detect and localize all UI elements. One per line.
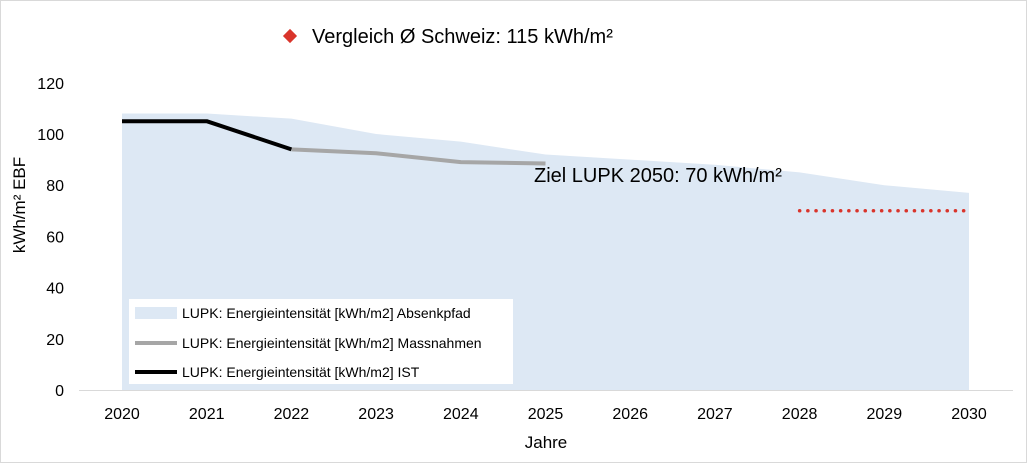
y-tick-label: 60 [46, 229, 64, 246]
line-ist [122, 119, 293, 152]
legend-label-absenkpfad: LUPK: Energieintensität [kWh/m2] Absenkp… [182, 305, 471, 321]
y-axis-title: kWh/m² EBF [10, 157, 29, 253]
x-tick-label: 2024 [443, 406, 479, 423]
y-tick-label: 20 [46, 332, 64, 349]
x-tick-label: 2028 [782, 406, 818, 423]
legend-box [129, 299, 513, 384]
ziel-annotation: Ziel LUPK 2050: 70 kWh/m² [534, 165, 782, 187]
legend-swatch-absenkpfad [135, 307, 177, 319]
x-tick-label: 2023 [358, 406, 394, 423]
legend-label-massnahmen: LUPK: Energieintensität [kWh/m2] Massnah… [182, 335, 482, 351]
legend-label-ist: LUPK: Energieintensität [kWh/m2] IST [182, 364, 420, 380]
y-tick-label: 120 [37, 76, 64, 93]
vergleich-diamond-marker [282, 28, 298, 44]
y-tick-label: 100 [37, 127, 64, 144]
x-tick-label: 2026 [612, 406, 648, 423]
x-tick-label: 2027 [697, 406, 733, 423]
x-axis-title: Jahre [525, 433, 568, 452]
x-tick-label: 2021 [189, 406, 225, 423]
y-tick-label: 80 [46, 178, 64, 195]
vergleich-annotation: Vergleich Ø Schweiz: 115 kWh/m² [312, 26, 613, 48]
line-massnahmen [291, 147, 546, 166]
x-tick-label: 2030 [951, 406, 987, 423]
x-tick-label: 2022 [274, 406, 310, 423]
y-tick-label: 40 [46, 281, 64, 298]
y-tick-label: 0 [55, 383, 64, 400]
x-tick-label: 2025 [528, 406, 564, 423]
x-tick-label: 2029 [867, 406, 903, 423]
x-tick-label: 2020 [104, 406, 140, 423]
